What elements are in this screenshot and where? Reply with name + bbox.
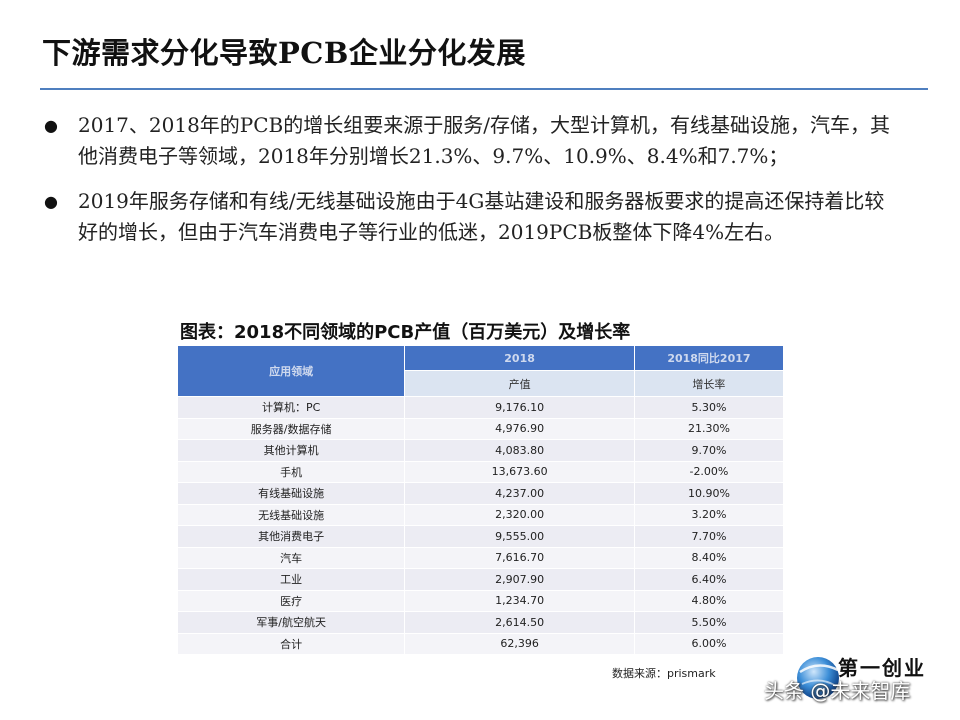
cell-value: 9,176.10 xyxy=(404,396,635,419)
cell-value: 2,614.50 xyxy=(404,611,635,634)
table-row: 其他消费电子 9,555.00 7.70% xyxy=(176,525,785,548)
globe-icon xyxy=(797,657,839,699)
page-title: 下游需求分化导致PCB企业分化发展 xyxy=(42,36,526,70)
cell-growth: 4.80% xyxy=(633,589,785,612)
cell-field: 有线基础设施 xyxy=(176,482,406,505)
data-source: 数据来源：prismark xyxy=(612,667,716,680)
header-yoy: 2018同比2017 xyxy=(633,345,785,371)
cell-value: 7,616.70 xyxy=(404,546,635,569)
bullet-list: ● 2017、2018年的PCB的增长组要来源于服务/存储，大型计算机，有线基础… xyxy=(40,110,900,262)
bullet-item: ● 2017、2018年的PCB的增长组要来源于服务/存储，大型计算机，有线基础… xyxy=(40,110,900,172)
logo-text: 第一创业 xyxy=(838,656,926,680)
watermark-text: 头条 @未来智库 xyxy=(764,679,911,703)
header-year: 2018 xyxy=(404,345,635,371)
cell-field: 手机 xyxy=(176,460,406,483)
cell-growth: 5.50% xyxy=(633,611,785,634)
table-row: 有线基础设施 4,237.00 10.90% xyxy=(176,482,785,505)
table-row: 手机 13,673.60 -2.00% xyxy=(176,460,785,483)
table-row: 无线基础设施 2,320.00 3.20% xyxy=(176,503,785,526)
cell-value: 9,555.00 xyxy=(404,525,635,548)
cell-growth: 7.70% xyxy=(633,525,785,548)
cell-field: 汽车 xyxy=(176,546,406,569)
cell-field: 计算机：PC xyxy=(176,396,406,419)
cell-value: 4,237.00 xyxy=(404,482,635,505)
cell-field: 其他消费电子 xyxy=(176,525,406,548)
cell-growth: 9.70% xyxy=(633,439,785,462)
title-divider xyxy=(40,88,928,90)
table-row: 计算机：PC 9,176.10 5.30% xyxy=(176,396,785,419)
cell-growth: 6.40% xyxy=(633,568,785,591)
table-row: 汽车 7,616.70 8.40% xyxy=(176,546,785,569)
table-caption: 图表：2018不同领域的PCB产值（百万美元）及增长率 xyxy=(180,322,631,343)
bullet-marker: ● xyxy=(44,116,58,135)
bullet-text: 2019年服务存储和有线/无线基础设施由于4G基站建设和服务器板要求的提高还保持… xyxy=(78,189,885,244)
table-row: 其他计算机 4,083.80 9.70% xyxy=(176,439,785,462)
cell-field: 服务器/数据存储 xyxy=(176,417,406,440)
bullet-item: ● 2019年服务存储和有线/无线基础设施由于4G基站建设和服务器板要求的提高还… xyxy=(40,186,900,248)
cell-growth: 21.30% xyxy=(633,417,785,440)
cell-field: 军事/航空航天 xyxy=(176,611,406,634)
cell-field: 工业 xyxy=(176,568,406,591)
cell-growth: 3.20% xyxy=(633,503,785,526)
table-row: 医疗 1,234.70 4.80% xyxy=(176,589,785,612)
cell-growth: 5.30% xyxy=(633,396,785,419)
cell-value: 1,234.70 xyxy=(404,589,635,612)
cell-value: 2,320.00 xyxy=(404,503,635,526)
pcb-output-table: 应用领域 2018 2018同比2017 产值 增长率 计算机：PC 9,176.… xyxy=(176,345,785,655)
bullet-text: 2017、2018年的PCB的增长组要来源于服务/存储，大型计算机，有线基础设施… xyxy=(78,113,890,168)
cell-field: 医疗 xyxy=(176,589,406,612)
cell-value: 4,976.90 xyxy=(404,417,635,440)
cell-growth: 10.90% xyxy=(633,482,785,505)
table-row: 服务器/数据存储 4,976.90 21.30% xyxy=(176,417,785,440)
cell-field: 无线基础设施 xyxy=(176,503,406,526)
table-body: 计算机：PC 9,176.10 5.30% 服务器/数据存储 4,976.90 21.30… xyxy=(176,396,785,655)
header-output-value: 产值 xyxy=(404,370,635,397)
cell-growth: -2.00% xyxy=(633,460,785,483)
table-row: 合计 62,396 6.00% xyxy=(176,632,785,655)
cell-field: 其他计算机 xyxy=(176,439,406,462)
cell-growth: 8.40% xyxy=(633,546,785,569)
cell-growth: 6.00% xyxy=(633,632,785,655)
bullet-marker: ● xyxy=(44,192,58,211)
cell-field: 合计 xyxy=(176,632,406,655)
header-application-field: 应用领域 xyxy=(176,345,406,397)
cell-value: 2,907.90 xyxy=(404,568,635,591)
cell-value: 4,083.80 xyxy=(404,439,635,462)
table-row: 军事/航空航天 2,614.50 5.50% xyxy=(176,611,785,634)
table-row: 工业 2,907.90 6.40% xyxy=(176,568,785,591)
header-growth-rate: 增长率 xyxy=(633,370,785,397)
cell-value: 13,673.60 xyxy=(404,460,635,483)
cell-value: 62,396 xyxy=(404,632,635,655)
